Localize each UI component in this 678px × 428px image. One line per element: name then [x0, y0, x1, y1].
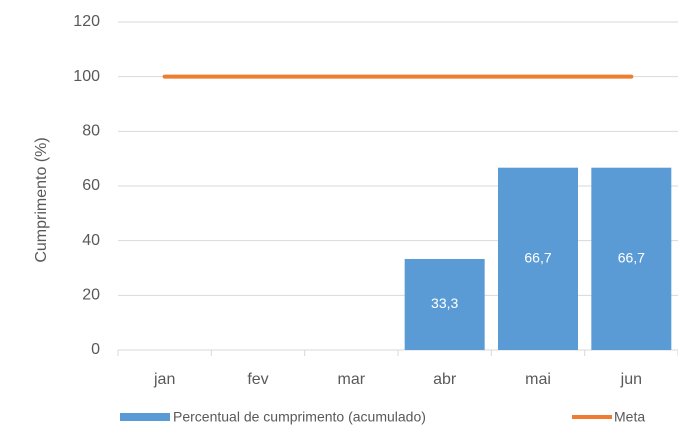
x-tick-label: jan	[153, 371, 175, 388]
y-tick-label: 120	[73, 13, 100, 30]
x-tick-label: abr	[433, 371, 457, 388]
x-tick-label: mai	[525, 371, 551, 388]
y-tick-label: 0	[91, 341, 100, 358]
data-label: 66,7	[618, 250, 645, 266]
bar	[404, 258, 485, 350]
data-label: 33,3	[431, 295, 458, 311]
y-tick-label: 20	[82, 287, 100, 304]
y-tick-label: 80	[82, 123, 100, 140]
x-tick-label: jun	[620, 371, 642, 388]
bar	[591, 167, 672, 350]
bar	[498, 167, 578, 350]
y-axis-label: Cumprimento (%)	[33, 137, 50, 262]
y-tick-label: 100	[73, 68, 100, 85]
x-tick-label: fev	[247, 371, 268, 388]
data-label: 66,7	[524, 250, 551, 266]
legend-label: Percentual de cumprimento (acumulado)	[173, 409, 426, 425]
x-tick-label: mar	[338, 371, 366, 388]
legend-label: Meta	[614, 409, 645, 425]
y-tick-label: 60	[82, 177, 100, 194]
y-tick-label: 40	[82, 232, 100, 249]
legend-swatch	[120, 413, 170, 421]
